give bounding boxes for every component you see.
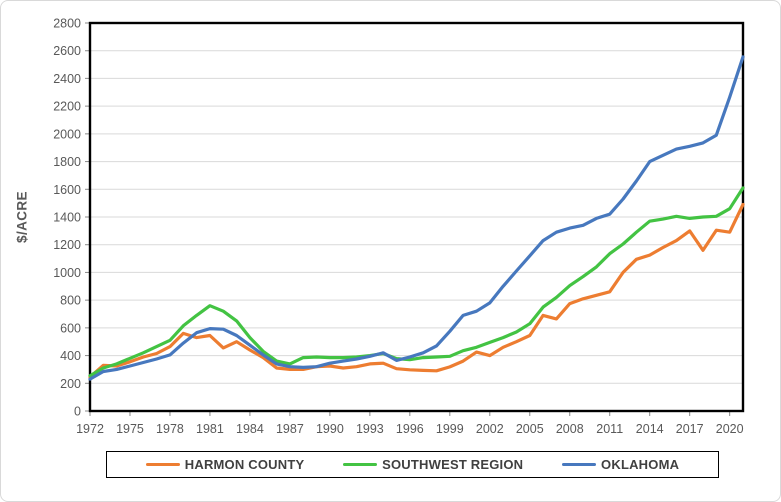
svg-text:2600: 2600	[53, 44, 81, 58]
svg-text:1972: 1972	[76, 422, 104, 436]
svg-text:1984: 1984	[236, 422, 264, 436]
svg-text:1600: 1600	[53, 183, 81, 197]
svg-text:1975: 1975	[116, 422, 144, 436]
svg-text:2011: 2011	[596, 422, 623, 436]
svg-text:1996: 1996	[396, 422, 424, 436]
legend-swatch-harmon-county	[145, 462, 180, 467]
legend-item-harmon-county: HARMON COUNTY	[145, 457, 305, 472]
svg-text:1200: 1200	[53, 238, 81, 252]
svg-text:2400: 2400	[53, 72, 81, 86]
svg-text:2014: 2014	[636, 422, 664, 436]
svg-text:2200: 2200	[53, 100, 81, 114]
svg-text:0: 0	[74, 405, 81, 419]
svg-text:1981: 1981	[196, 422, 224, 436]
plot-area: 0 200 400 600 800 1000 1200 1400 1600 1800 2000 220…	[53, 17, 745, 436]
svg-text:2020: 2020	[716, 422, 744, 436]
svg-text:2800: 2800	[53, 17, 81, 31]
chart-legend: HARMON COUNTY SOUTHWEST REGION OKLAHOMA	[106, 451, 719, 478]
legend-swatch-oklahoma	[562, 462, 597, 467]
svg-text:2008: 2008	[556, 422, 584, 436]
svg-text:2000: 2000	[53, 127, 81, 141]
svg-text:1993: 1993	[356, 422, 384, 436]
svg-text:1000: 1000	[53, 266, 81, 280]
legend-label-harmon-county: HARMON COUNTY	[184, 457, 305, 472]
svg-text:1978: 1978	[156, 422, 184, 436]
legend-item-southwest-region: SOUTHWEST REGION	[343, 457, 523, 472]
svg-text:600: 600	[60, 321, 81, 335]
svg-text:1987: 1987	[276, 422, 304, 436]
svg-text:200: 200	[60, 377, 81, 391]
svg-text:1800: 1800	[53, 155, 81, 169]
legend-item-oklahoma: OKLAHOMA	[562, 457, 679, 472]
svg-text:1999: 1999	[436, 422, 464, 436]
legend-label-southwest-region: SOUTHWEST REGION	[382, 457, 524, 472]
svg-text:2017: 2017	[676, 422, 704, 436]
svg-text:800: 800	[60, 294, 81, 308]
svg-text:1990: 1990	[316, 422, 344, 436]
svg-text:2002: 2002	[476, 422, 504, 436]
svg-text:1400: 1400	[53, 211, 81, 225]
legend-swatch-southwest-region	[343, 462, 378, 467]
svg-text:400: 400	[60, 349, 81, 363]
svg-text:2005: 2005	[516, 422, 544, 436]
legend-label-oklahoma: OKLAHOMA	[601, 457, 680, 472]
